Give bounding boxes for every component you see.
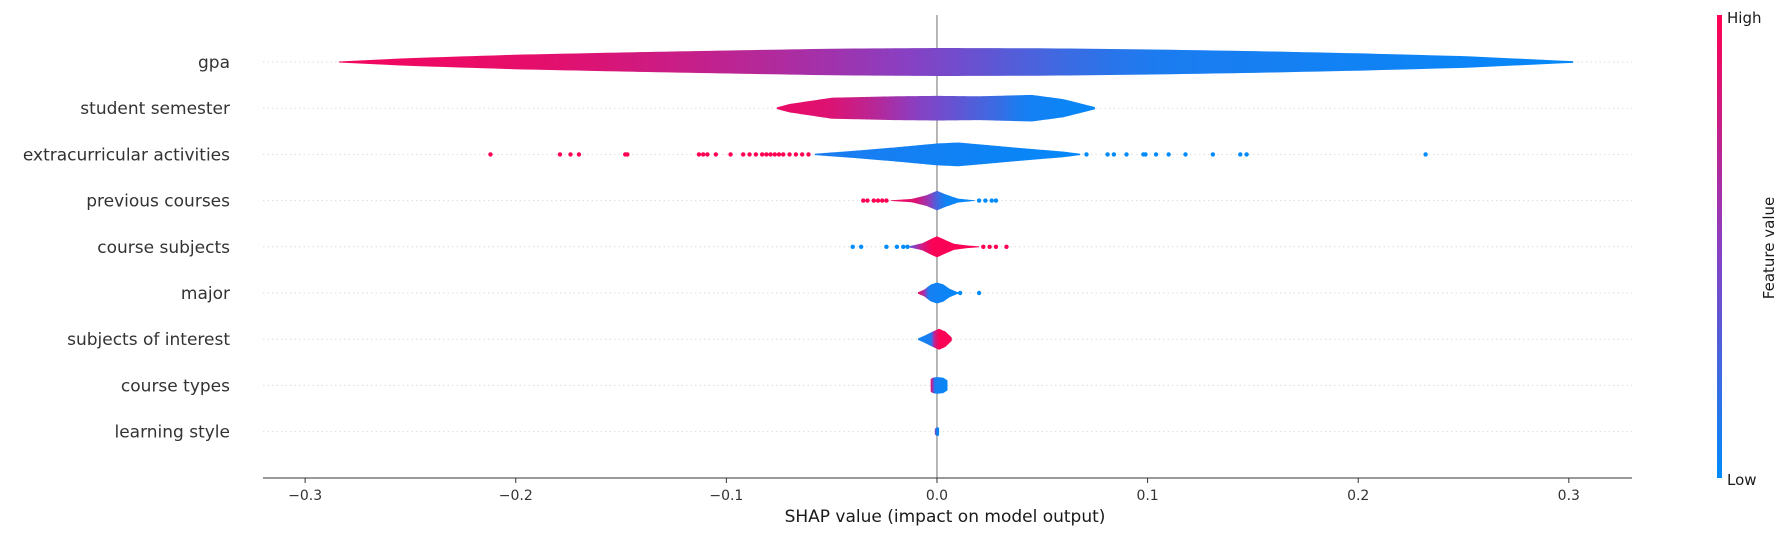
point-course-subjects-5 [905, 244, 910, 249]
colorbar-low-label: Low [1727, 471, 1757, 489]
point-previous-courses-7 [983, 198, 988, 203]
colorbar [1717, 15, 1722, 478]
feature-label-learning-style: learning style [114, 423, 230, 443]
point-extracurricular-activities-5 [625, 152, 630, 157]
point-extracurricular-activities-1 [557, 152, 563, 157]
feature-label-course-types: course types [121, 376, 230, 396]
point-extracurricular-activities-9 [713, 152, 719, 157]
point-extracurricular-activities-23 [806, 152, 811, 157]
x-tick-label: −0.3 [288, 488, 322, 504]
point-course-subjects-2 [884, 244, 889, 249]
feature-label-previous-courses: previous courses [86, 192, 230, 212]
x-tick-label: 0.0 [926, 488, 948, 504]
point-extracurricular-activities-0 [488, 152, 493, 157]
violin-subjects-of-interest [918, 328, 952, 350]
point-extracurricular-activities-33 [1210, 152, 1216, 157]
violin-extracurricular-activities [814, 142, 1081, 167]
point-extracurricular-activities-22 [799, 152, 805, 157]
colorbar-high-label: High [1727, 9, 1761, 27]
point-extracurricular-activities-25 [1105, 152, 1110, 157]
x-tick-label: 0.1 [1136, 488, 1158, 504]
point-extracurricular-activities-36 [1423, 152, 1428, 157]
point-extracurricular-activities-32 [1183, 152, 1188, 157]
violin-course-subjects [909, 236, 980, 258]
violin-course-types [930, 377, 948, 394]
point-previous-courses-2 [871, 198, 876, 203]
violin-learning-style [934, 427, 940, 437]
feature-label-extracurricular-activities: extracurricular activities [23, 145, 230, 165]
colorbar-title: Feature value [1760, 197, 1778, 299]
x-tick-label: 0.2 [1347, 488, 1369, 504]
point-previous-courses-5 [884, 198, 889, 203]
point-course-subjects-0 [850, 244, 855, 249]
point-extracurricular-activities-8 [705, 152, 710, 157]
point-extracurricular-activities-12 [747, 152, 752, 157]
point-course-subjects-1 [858, 244, 864, 249]
violin-gpa [338, 48, 1574, 76]
point-extracurricular-activities-31 [1166, 152, 1171, 157]
point-extracurricular-activities-21 [793, 152, 799, 157]
point-course-subjects-8 [993, 244, 999, 249]
point-major-0 [957, 290, 963, 296]
point-extracurricular-activities-29 [1143, 152, 1148, 157]
point-previous-courses-4 [880, 198, 885, 203]
point-previous-courses-9 [993, 198, 999, 203]
point-extracurricular-activities-17 [772, 152, 777, 157]
feature-label-student-semester: student semester [80, 99, 230, 119]
point-course-subjects-9 [1004, 244, 1009, 249]
violins [338, 48, 1574, 437]
point-extracurricular-activities-2 [568, 152, 573, 157]
point-extracurricular-activities-26 [1111, 152, 1117, 157]
point-previous-courses-8 [989, 198, 994, 203]
point-extracurricular-activities-30 [1153, 152, 1159, 157]
point-course-subjects-7 [987, 244, 992, 249]
point-extracurricular-activities-14 [759, 152, 765, 157]
feature-label-gpa: gpa [198, 53, 230, 73]
point-course-subjects-4 [901, 244, 906, 249]
point-course-subjects-3 [894, 244, 900, 249]
point-previous-courses-1 [865, 198, 870, 203]
x-axis-label: SHAP value (impact on model output) [785, 507, 1106, 527]
feature-label-major: major [181, 284, 230, 304]
feature-label-subjects-of-interest: subjects of interest [67, 330, 230, 350]
violin-major [918, 282, 959, 304]
point-previous-courses-3 [875, 198, 881, 203]
point-extracurricular-activities-15 [764, 152, 769, 157]
point-extracurricular-activities-13 [753, 152, 759, 157]
violin-student-semester [776, 94, 1095, 122]
outlier-points [488, 152, 1428, 296]
violin-previous-courses [890, 190, 975, 211]
point-extracurricular-activities-16 [768, 152, 773, 157]
point-course-subjects-6 [981, 244, 986, 249]
point-previous-courses-0 [861, 198, 866, 203]
x-tick-label: −0.1 [709, 488, 743, 504]
point-extracurricular-activities-18 [776, 152, 782, 157]
point-extracurricular-activities-19 [781, 152, 786, 157]
point-extracurricular-activities-35 [1244, 152, 1249, 157]
x-tick-label: 0.3 [1558, 488, 1580, 504]
x-axis-ticks: −0.3 −0.2 −0.1 0.0 0.1 0.2 0.3 [288, 478, 1580, 504]
point-extracurricular-activities-10 [728, 152, 733, 157]
point-extracurricular-activities-27 [1124, 152, 1129, 157]
point-previous-courses-6 [976, 198, 982, 203]
point-extracurricular-activities-7 [700, 152, 706, 157]
point-extracurricular-activities-34 [1238, 152, 1243, 157]
point-major-1 [976, 290, 982, 296]
feature-label-course-subjects: course subjects [97, 238, 230, 258]
point-extracurricular-activities-11 [741, 152, 746, 157]
point-extracurricular-activities-20 [787, 152, 792, 157]
x-tick-label: −0.2 [499, 488, 533, 504]
point-extracurricular-activities-6 [696, 152, 702, 157]
point-extracurricular-activities-24 [1084, 152, 1089, 157]
point-extracurricular-activities-3 [576, 152, 582, 157]
feature-labels: gpa student semester extracurricular activ… [23, 53, 230, 443]
